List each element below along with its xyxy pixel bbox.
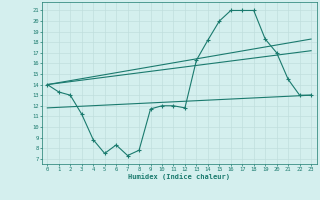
X-axis label: Humidex (Indice chaleur): Humidex (Indice chaleur) xyxy=(128,173,230,180)
